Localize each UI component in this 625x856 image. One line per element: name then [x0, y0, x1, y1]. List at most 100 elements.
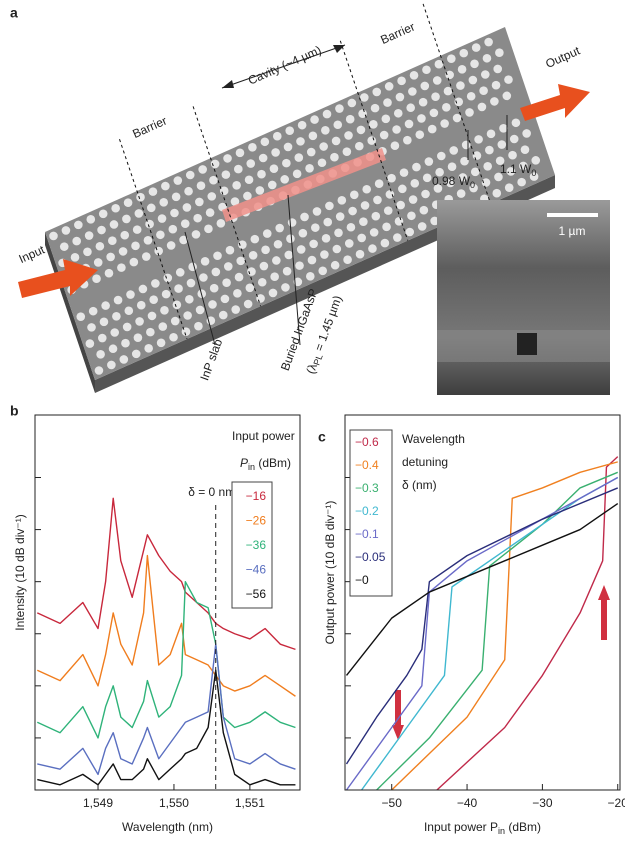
hole	[167, 241, 176, 250]
hole	[204, 225, 213, 234]
hole	[148, 312, 157, 321]
hole	[158, 214, 167, 223]
hole	[236, 149, 245, 158]
hole	[356, 250, 365, 259]
hole	[71, 253, 80, 262]
hole	[418, 222, 427, 231]
hole	[270, 164, 279, 173]
dimension-label: 0.98 W0	[432, 174, 475, 190]
hole	[126, 290, 135, 299]
hole	[492, 189, 501, 198]
hole	[479, 86, 488, 95]
legend-entry: −0.2	[355, 504, 379, 518]
hole	[72, 237, 81, 246]
arrow-head	[222, 80, 234, 88]
legend-entry: −56	[246, 587, 267, 601]
hole	[263, 229, 272, 238]
hole	[187, 279, 196, 288]
device-diagram: a Barrier Cavity (~4 µm) Barrier Output …	[10, 4, 610, 395]
hole	[412, 163, 421, 172]
hole	[162, 290, 171, 299]
hole	[174, 176, 183, 185]
hole	[192, 230, 201, 239]
hole	[325, 202, 334, 211]
hole	[132, 350, 141, 359]
hole	[149, 187, 158, 196]
hole	[284, 143, 293, 152]
hole	[408, 87, 417, 96]
hole	[371, 104, 380, 113]
hole	[380, 131, 389, 140]
hole	[261, 137, 270, 146]
hole	[222, 170, 231, 179]
hole	[381, 239, 390, 248]
x-axis-label: Wavelength (nm)	[122, 820, 213, 834]
hole	[196, 306, 205, 315]
hole	[248, 143, 257, 152]
hole	[425, 157, 434, 166]
hole	[435, 60, 444, 69]
hole	[313, 207, 322, 216]
hole	[272, 256, 281, 265]
hole	[369, 120, 378, 129]
hole	[322, 234, 331, 243]
hole	[183, 311, 192, 320]
x-tick-label: −50	[382, 796, 403, 810]
hole	[299, 229, 308, 238]
hole	[197, 181, 206, 190]
hole	[485, 146, 494, 155]
hole	[95, 366, 104, 375]
hole	[283, 267, 292, 276]
hole	[345, 239, 354, 248]
hole	[508, 151, 517, 160]
hole	[510, 135, 519, 144]
region-label: Cavity (~4 µm)	[246, 43, 323, 88]
region-label: Barrier	[130, 114, 169, 141]
legend-entry: −0.6	[355, 435, 379, 449]
legend-symbol: P	[240, 456, 248, 470]
hole	[270, 272, 279, 281]
legend-entry: −0.05	[355, 550, 386, 564]
hole	[348, 207, 357, 216]
hole	[105, 269, 114, 278]
hole	[222, 278, 231, 287]
series-line	[437, 457, 618, 790]
hole	[97, 226, 106, 235]
hole	[144, 344, 153, 353]
hole	[194, 322, 203, 331]
legend-entry: −26	[246, 514, 267, 528]
hole	[137, 301, 146, 310]
hole	[469, 76, 478, 85]
hole	[318, 158, 327, 167]
hole	[333, 120, 342, 129]
hole	[208, 300, 217, 309]
hole	[410, 71, 419, 80]
panel-label: c	[318, 429, 326, 445]
hole	[130, 258, 139, 267]
hole	[181, 219, 190, 228]
hole	[298, 121, 307, 130]
hole	[467, 92, 476, 101]
legend-sub: in	[248, 462, 255, 472]
hole	[96, 350, 105, 359]
hole	[384, 206, 393, 215]
hole	[219, 311, 228, 320]
y-axis-label: Intensity (10 dB div⁻¹)	[13, 514, 27, 630]
hole	[147, 204, 156, 213]
hole	[269, 289, 278, 298]
hole	[318, 266, 327, 275]
hole	[396, 93, 405, 102]
hysteresis-arrow	[392, 690, 404, 740]
hole	[481, 70, 490, 79]
hole	[319, 142, 328, 151]
hysteresis-arrow	[598, 585, 610, 640]
hole	[495, 48, 504, 57]
dimension-text: 0.98 W	[432, 174, 471, 188]
hole	[83, 247, 92, 256]
legend-entry: −0.4	[355, 458, 379, 472]
hole	[193, 214, 202, 223]
hole	[174, 284, 183, 293]
hole	[437, 152, 446, 161]
hole	[110, 328, 119, 337]
hole	[256, 186, 265, 195]
